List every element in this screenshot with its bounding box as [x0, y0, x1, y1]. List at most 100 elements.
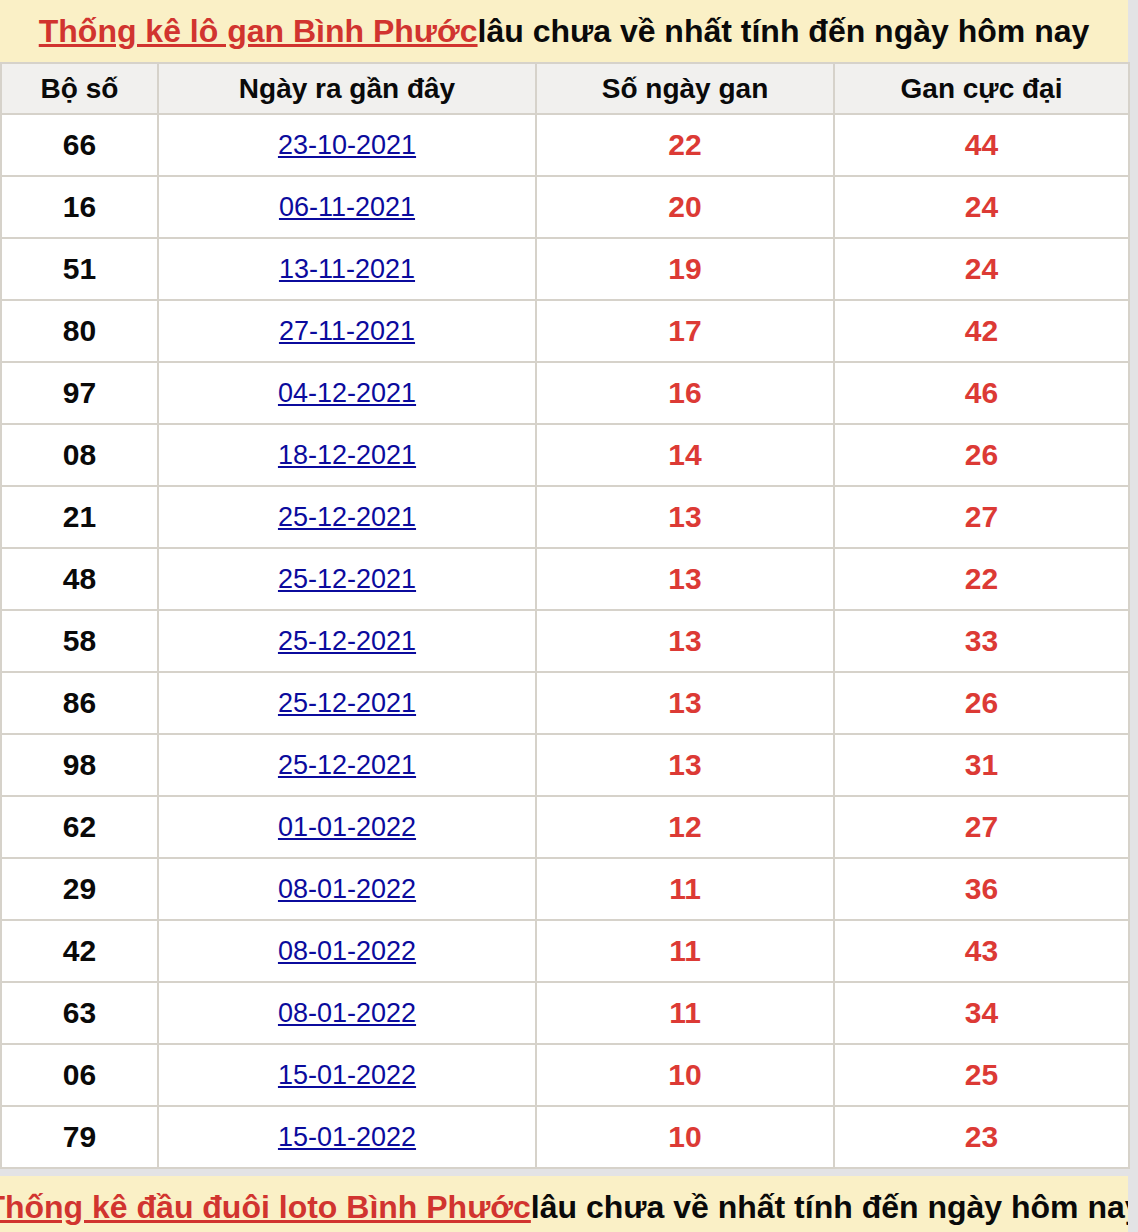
gan-max-cell: 43	[834, 920, 1129, 982]
last-date-link[interactable]: 06-11-2021	[279, 192, 415, 222]
col-header-days: Số ngày gan	[536, 63, 834, 114]
stats-title-rest: lâu chưa về nhất tính đến ngày hôm nay	[478, 13, 1090, 50]
gan-max-cell: 44	[834, 114, 1129, 176]
next-section-title-bar-partial: Thống kê đầu đuôi loto Bình Phước lâu ch…	[0, 1176, 1128, 1232]
table-row: 86 25-12-2021 13 26	[1, 672, 1129, 734]
last-date-link[interactable]: 25-12-2021	[278, 502, 416, 532]
gan-max-cell: 31	[834, 734, 1129, 796]
gan-max-cell: 22	[834, 548, 1129, 610]
pair-number-cell: 98	[1, 734, 158, 796]
gan-max-cell: 27	[834, 796, 1129, 858]
col-header-pair: Bộ số	[1, 63, 158, 114]
last-date-cell: 15-01-2022	[158, 1106, 536, 1168]
table-row: 80 27-11-2021 17 42	[1, 300, 1129, 362]
last-date-cell: 18-12-2021	[158, 424, 536, 486]
next-section-title-link[interactable]: Thống kê đầu đuôi loto Bình Phước	[0, 1189, 531, 1226]
last-date-link[interactable]: 27-11-2021	[279, 316, 415, 346]
last-date-link[interactable]: 15-01-2022	[278, 1122, 416, 1152]
gan-days-cell: 11	[536, 858, 834, 920]
last-date-link[interactable]: 08-01-2022	[278, 998, 416, 1028]
last-date-cell: 08-01-2022	[158, 982, 536, 1044]
page-content: Thống kê lô gan Bình Phước lâu chưa về n…	[0, 0, 1128, 1232]
pair-number-cell: 16	[1, 176, 158, 238]
pair-number-cell: 21	[1, 486, 158, 548]
last-date-cell: 25-12-2021	[158, 734, 536, 796]
last-date-cell: 13-11-2021	[158, 238, 536, 300]
table-row: 98 25-12-2021 13 31	[1, 734, 1129, 796]
table-row: 58 25-12-2021 13 33	[1, 610, 1129, 672]
gan-max-cell: 33	[834, 610, 1129, 672]
last-date-link[interactable]: 08-01-2022	[278, 936, 416, 966]
gan-days-cell: 17	[536, 300, 834, 362]
pair-number-cell: 06	[1, 1044, 158, 1106]
gan-max-cell: 27	[834, 486, 1129, 548]
last-date-link[interactable]: 13-11-2021	[279, 254, 415, 284]
pair-number-cell: 29	[1, 858, 158, 920]
gan-days-cell: 11	[536, 982, 834, 1044]
last-date-link[interactable]: 23-10-2021	[278, 130, 416, 160]
last-date-link[interactable]: 18-12-2021	[278, 440, 416, 470]
gan-max-cell: 26	[834, 672, 1129, 734]
pair-number-cell: 63	[1, 982, 158, 1044]
gan-max-cell: 25	[834, 1044, 1129, 1106]
table-row: 08 18-12-2021 14 26	[1, 424, 1129, 486]
gan-days-cell: 20	[536, 176, 834, 238]
last-date-cell: 25-12-2021	[158, 672, 536, 734]
col-header-date: Ngày ra gần đây	[158, 63, 536, 114]
gan-days-cell: 19	[536, 238, 834, 300]
table-row: 48 25-12-2021 13 22	[1, 548, 1129, 610]
pair-number-cell: 79	[1, 1106, 158, 1168]
last-date-cell: 04-12-2021	[158, 362, 536, 424]
gan-days-cell: 11	[536, 920, 834, 982]
page-title-bar: Thống kê lô gan Bình Phước lâu chưa về n…	[0, 0, 1128, 62]
lo-gan-table: Bộ số Ngày ra gần đây Số ngày gan Gan cự…	[0, 62, 1130, 1169]
gan-days-cell: 12	[536, 796, 834, 858]
last-date-link[interactable]: 08-01-2022	[278, 874, 416, 904]
pair-number-cell: 80	[1, 300, 158, 362]
last-date-link[interactable]: 15-01-2022	[278, 1060, 416, 1090]
table-row: 21 25-12-2021 13 27	[1, 486, 1129, 548]
last-date-cell: 25-12-2021	[158, 548, 536, 610]
last-date-link[interactable]: 01-01-2022	[278, 812, 416, 842]
last-date-link[interactable]: 04-12-2021	[278, 378, 416, 408]
gan-days-cell: 16	[536, 362, 834, 424]
table-row: 42 08-01-2022 11 43	[1, 920, 1129, 982]
gan-max-cell: 34	[834, 982, 1129, 1044]
gan-max-cell: 36	[834, 858, 1129, 920]
gan-days-cell: 22	[536, 114, 834, 176]
gan-max-cell: 24	[834, 176, 1129, 238]
pair-number-cell: 62	[1, 796, 158, 858]
last-date-cell: 25-12-2021	[158, 610, 536, 672]
col-header-max: Gan cực đại	[834, 63, 1129, 114]
gan-max-cell: 42	[834, 300, 1129, 362]
table-row: 06 15-01-2022 10 25	[1, 1044, 1129, 1106]
pair-number-cell: 66	[1, 114, 158, 176]
last-date-cell: 27-11-2021	[158, 300, 536, 362]
last-date-cell: 23-10-2021	[158, 114, 536, 176]
last-date-cell: 25-12-2021	[158, 486, 536, 548]
gan-days-cell: 13	[536, 672, 834, 734]
pair-number-cell: 86	[1, 672, 158, 734]
gan-days-cell: 14	[536, 424, 834, 486]
pair-number-cell: 42	[1, 920, 158, 982]
stats-title-link[interactable]: Thống kê lô gan Bình Phước	[39, 13, 478, 50]
last-date-cell: 08-01-2022	[158, 858, 536, 920]
gan-max-cell: 46	[834, 362, 1129, 424]
last-date-cell: 15-01-2022	[158, 1044, 536, 1106]
gan-days-cell: 10	[536, 1044, 834, 1106]
last-date-link[interactable]: 25-12-2021	[278, 688, 416, 718]
gan-days-cell: 13	[536, 486, 834, 548]
last-date-cell: 06-11-2021	[158, 176, 536, 238]
last-date-link[interactable]: 25-12-2021	[278, 626, 416, 656]
pair-number-cell: 51	[1, 238, 158, 300]
table-row: 29 08-01-2022 11 36	[1, 858, 1129, 920]
next-section-title-rest: lâu chưa về nhất tính đến ngày hôm nay	[531, 1189, 1128, 1226]
pair-number-cell: 48	[1, 548, 158, 610]
pair-number-cell: 97	[1, 362, 158, 424]
table-row: 97 04-12-2021 16 46	[1, 362, 1129, 424]
table-row: 51 13-11-2021 19 24	[1, 238, 1129, 300]
last-date-link[interactable]: 25-12-2021	[278, 750, 416, 780]
gan-days-cell: 10	[536, 1106, 834, 1168]
last-date-link[interactable]: 25-12-2021	[278, 564, 416, 594]
last-date-cell: 01-01-2022	[158, 796, 536, 858]
